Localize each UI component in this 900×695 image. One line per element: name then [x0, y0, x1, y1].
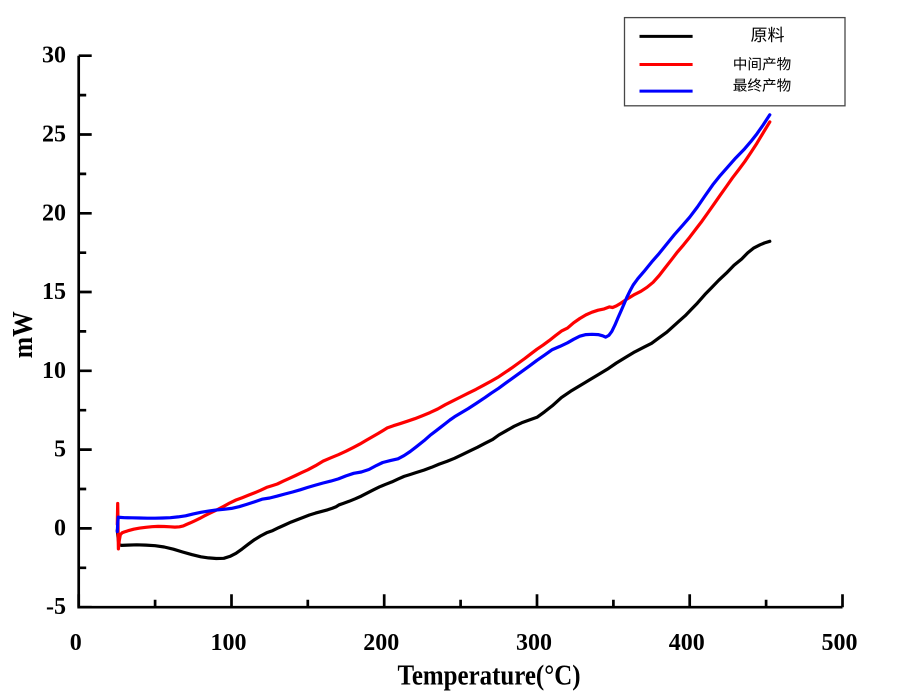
svg-text:-5: -5	[46, 594, 66, 620]
svg-text:0: 0	[54, 515, 66, 541]
svg-text:25: 25	[42, 122, 66, 148]
svg-text:10: 10	[42, 358, 66, 384]
svg-text:300: 300	[516, 630, 552, 656]
svg-text:mW: mW	[8, 311, 39, 358]
svg-text:30: 30	[42, 43, 66, 69]
svg-text:400: 400	[669, 630, 705, 656]
svg-text:200: 200	[363, 630, 399, 656]
svg-text:15: 15	[42, 279, 66, 305]
svg-text:100: 100	[211, 630, 247, 656]
svg-text:Temperature(°C): Temperature(°C)	[398, 661, 581, 692]
svg-text:0: 0	[70, 630, 82, 656]
svg-text:5: 5	[54, 437, 66, 463]
svg-text:500: 500	[822, 630, 858, 656]
svg-text:20: 20	[42, 200, 66, 226]
